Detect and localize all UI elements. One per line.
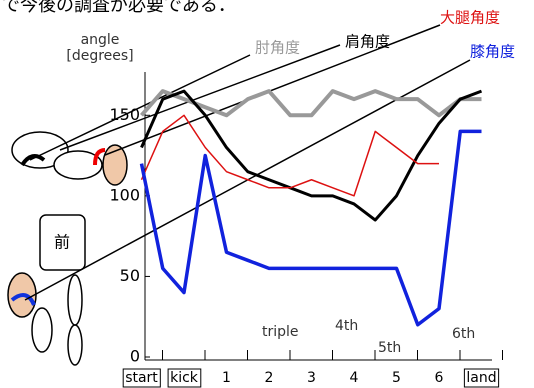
series-label: 大腿角度 — [440, 9, 500, 27]
series-label: 肩角度 — [345, 33, 390, 51]
annotation: 4th — [335, 318, 358, 334]
series-label: 膝角度 — [470, 43, 515, 61]
y-tick-label: 50 — [120, 266, 140, 285]
y-tick-label: 0 — [130, 347, 140, 366]
series-line — [142, 115, 440, 196]
body-sketch — [8, 25, 470, 365]
series-line — [142, 131, 482, 324]
figure-label: 前 — [54, 233, 70, 252]
figure: で今後の調査が必要である． 前 angle[degrees] 0 50 100 150 s… — [0, 0, 534, 388]
x-tick-label: 1 — [222, 370, 231, 386]
y-axis-label: [degrees] — [66, 48, 133, 64]
x-tick-label: 5 — [392, 370, 401, 386]
annotation: 5th — [378, 340, 401, 356]
y-axis-label: angle — [81, 32, 120, 48]
series-label: 肘角度 — [255, 39, 300, 57]
annotation: triple — [262, 324, 299, 340]
series-line — [142, 91, 482, 115]
x-tick-label: 6 — [435, 370, 444, 386]
y-tick-label: 150 — [109, 105, 140, 124]
x-tick-label: 2 — [265, 370, 274, 386]
top-text: で今後の調査が必要である． — [2, 0, 236, 16]
x-tick-label: land — [466, 370, 496, 386]
x-tick-label: 4 — [350, 370, 359, 386]
x-tick-label: start — [125, 370, 158, 386]
x-tick-label: kick — [170, 370, 199, 386]
y-tick-label: 100 — [109, 185, 140, 204]
annotation: 6th — [452, 326, 475, 342]
x-tick-label: 3 — [307, 370, 316, 386]
